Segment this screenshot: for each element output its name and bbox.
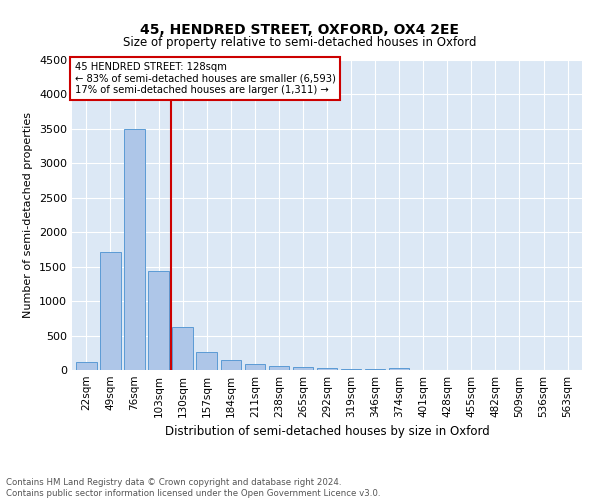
Text: 45, HENDRED STREET, OXFORD, OX4 2EE: 45, HENDRED STREET, OXFORD, OX4 2EE <box>140 22 460 36</box>
Text: Size of property relative to semi-detached houses in Oxford: Size of property relative to semi-detach… <box>123 36 477 49</box>
Bar <box>293 367 313 370</box>
Bar <box>148 271 169 370</box>
Bar <box>76 362 97 370</box>
Bar <box>341 369 361 370</box>
Text: Contains HM Land Registry data © Crown copyright and database right 2024.
Contai: Contains HM Land Registry data © Crown c… <box>6 478 380 498</box>
Bar <box>389 368 409 370</box>
Bar <box>100 252 121 370</box>
Bar <box>245 364 265 370</box>
Bar <box>221 360 241 370</box>
Bar <box>172 326 193 370</box>
X-axis label: Distribution of semi-detached houses by size in Oxford: Distribution of semi-detached houses by … <box>164 426 490 438</box>
Bar <box>196 352 217 370</box>
Bar <box>124 129 145 370</box>
Y-axis label: Number of semi-detached properties: Number of semi-detached properties <box>23 112 34 318</box>
Text: 45 HENDRED STREET: 128sqm
← 83% of semi-detached houses are smaller (6,593)
17% : 45 HENDRED STREET: 128sqm ← 83% of semi-… <box>74 62 335 95</box>
Bar <box>269 366 289 370</box>
Bar <box>317 368 337 370</box>
